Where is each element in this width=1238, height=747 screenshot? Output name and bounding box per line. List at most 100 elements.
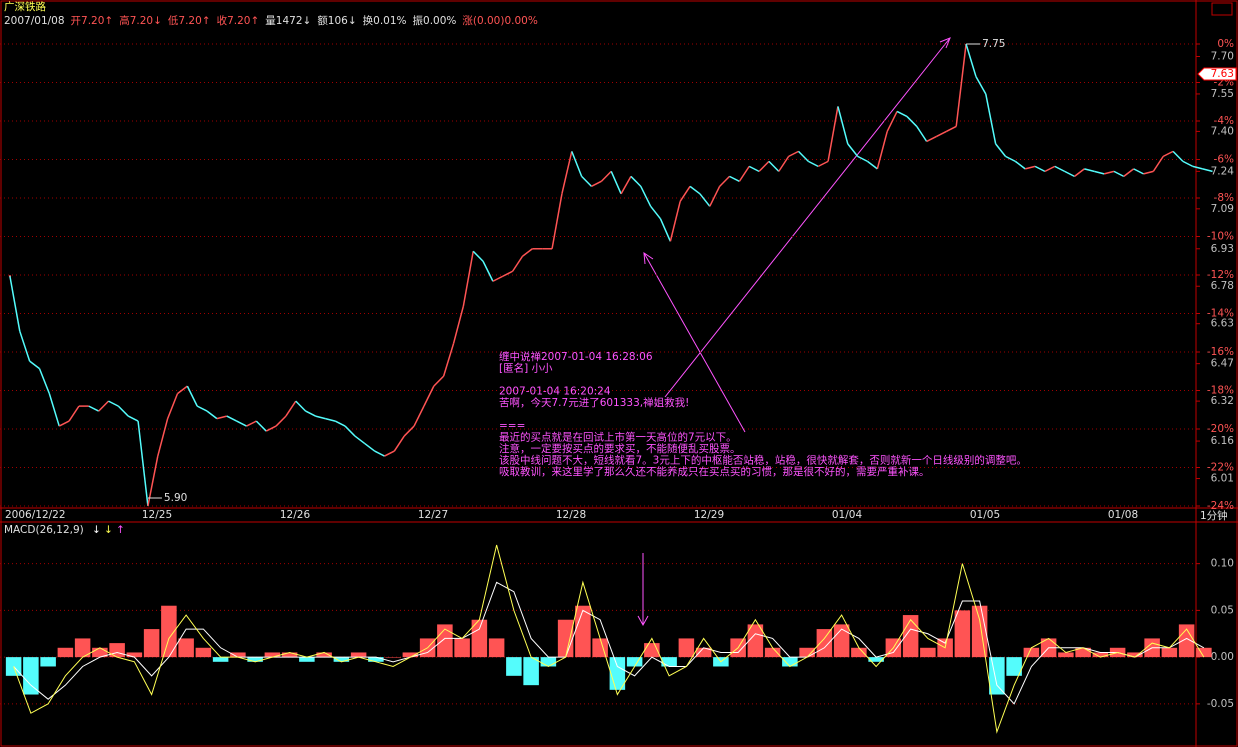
price-segment [1084,168,1095,173]
price-segment [965,43,977,77]
y-tick-label: 7.40 [1211,125,1234,137]
price-segment [748,165,760,173]
annotation-text: 缠中说禅2007-01-04 16:28:06 [499,350,653,363]
macd-bar [920,647,936,658]
price-segment [926,135,937,143]
price-segment [1054,165,1065,173]
price-segment [768,160,780,172]
macd-bar [661,657,677,667]
macd-bar [161,605,177,658]
y-tick-label: -0.05 [1207,698,1234,710]
annotation-text: 注意，一定要按买点的要求买，不能随便乱买股票。 [499,442,741,455]
price-segment [285,400,297,417]
price-segment [1103,170,1115,175]
macd-bar [782,657,798,667]
price-segment [334,420,346,427]
period-label: 1分钟 [1200,509,1228,522]
x-tick-label: 12/26 [280,509,311,521]
y2-tick-label: -6% [1214,154,1234,166]
macd-bar [1058,652,1074,658]
price-segment [886,111,898,132]
price-segment [1162,150,1174,158]
price-segment [1014,160,1026,170]
x-tick-label: 01/05 [970,509,1000,521]
price-segment [226,415,237,422]
price-segment [709,186,721,207]
macd-bar [695,647,712,658]
price-segment [906,115,918,127]
macd-bar [523,657,539,686]
price-segment [186,385,198,407]
macd-bar [23,657,39,695]
macd-bar [851,647,867,658]
macd-bar [195,647,212,658]
macd-bar [333,657,350,662]
y2-tick-label: -22% [1207,462,1234,474]
price-segment [1074,168,1085,177]
macd-bar [454,638,470,658]
info-item: 振0.00% [413,14,457,27]
price-segment [1044,165,1056,173]
price-segment [108,400,119,407]
price-segment [364,442,376,452]
price-segment [876,131,888,170]
price-segment [600,170,612,182]
y-tick-label: 7.24 [1211,165,1235,177]
y-tick-label: 6.32 [1211,395,1234,407]
macd-bar [247,657,263,662]
price-segment [38,368,51,394]
y2-tick-label: -12% [1207,269,1234,281]
window-button[interactable] [1211,2,1233,16]
price-segment [236,420,247,427]
price-segment [393,435,405,452]
macd-arrow: ↑ [116,524,125,536]
price-segment [1094,170,1105,175]
price-segment [442,343,455,377]
macd-bar [40,657,56,667]
price-segment [1005,155,1016,163]
arrow-line [643,252,746,433]
arrow-head [939,37,951,49]
price-segment [1113,170,1125,178]
arrow-line [664,37,951,398]
price-segment [561,151,573,195]
macd-title: MACD(26,12,9) [4,524,84,536]
price-segment [9,276,21,332]
price-segment [1064,170,1075,178]
info-item: 收7.20↑ [217,14,260,27]
macd-bar [592,638,608,658]
info-item: 低7.20↑ [168,14,211,27]
price-segment [403,425,415,437]
price-segment [857,155,868,163]
x-tick-label: 12/27 [418,509,448,521]
y-tick-label: 7.70 [1211,50,1234,62]
price-segment [817,160,829,168]
macd-bar [557,619,574,658]
x-tick-label: 12/29 [694,509,724,521]
price-segment [265,425,277,432]
macd-bar [385,657,401,658]
price-segment [758,160,770,172]
price-segment [512,255,524,272]
price-segment [117,405,129,417]
y-tick-label: 7.55 [1211,88,1234,100]
price-segment [847,143,859,157]
y2-tick-label: -16% [1207,346,1234,358]
annotation-arrows [637,37,951,627]
macd-bar [540,657,557,667]
macd-bar [92,647,108,658]
price-segment [659,218,672,242]
price-segment [315,415,326,420]
price-segment [482,260,494,282]
x-tick-label: 2006/12/22 [5,509,66,521]
price-segment [305,410,316,417]
price-segment [384,450,395,457]
info-item: 量1472↓ [265,15,311,27]
price-segment [1192,165,1203,170]
macd-bar [678,638,695,658]
price-segment [729,175,740,183]
x-tick-label: 01/04 [832,509,863,521]
macd-arrow: ↓ [92,524,101,536]
y2-tick-label: -18% [1207,385,1234,397]
